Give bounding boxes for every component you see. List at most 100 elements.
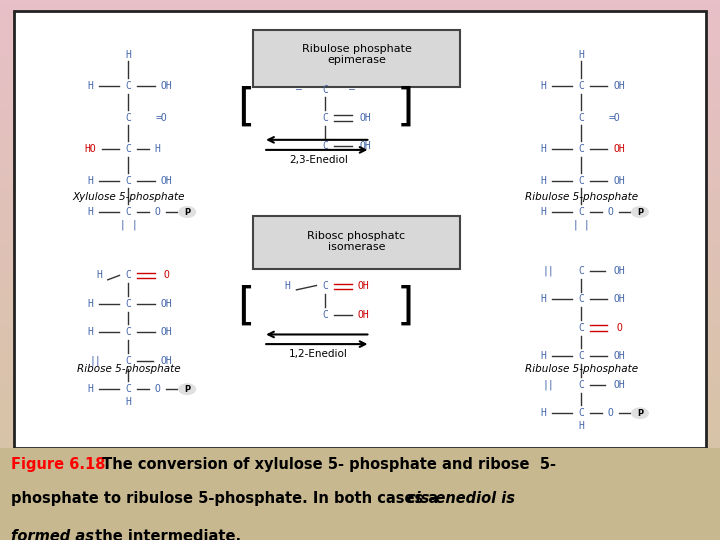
Text: Ribulose 5-phosphate: Ribulose 5-phosphate xyxy=(525,192,638,202)
Text: C: C xyxy=(578,207,584,217)
Text: ||: || xyxy=(542,380,554,390)
Text: cis-enediol is: cis-enediol is xyxy=(407,491,515,506)
Text: —: — xyxy=(296,85,302,94)
Text: H: H xyxy=(540,176,546,186)
Text: H: H xyxy=(88,176,94,186)
Text: Ribulose 5-phosphate: Ribulose 5-phosphate xyxy=(525,363,638,374)
Text: phosphate to ribulose 5-phosphate. In both cases a: phosphate to ribulose 5-phosphate. In bo… xyxy=(11,491,444,506)
Text: Ribose 5-phosphate: Ribose 5-phosphate xyxy=(76,363,180,374)
Text: H: H xyxy=(540,144,546,154)
Text: O: O xyxy=(607,207,613,217)
Text: C: C xyxy=(578,408,584,418)
Text: |: | xyxy=(121,219,125,230)
Text: The conversion of xylulose 5- phosphate and ribose  5-: The conversion of xylulose 5- phosphate … xyxy=(97,457,557,472)
Text: H: H xyxy=(540,207,546,217)
Text: C: C xyxy=(578,176,584,186)
Text: OH: OH xyxy=(360,141,372,151)
Text: C: C xyxy=(578,352,584,361)
Text: H: H xyxy=(88,207,94,217)
Text: [: [ xyxy=(238,85,255,129)
Text: the intermediate.: the intermediate. xyxy=(90,529,241,540)
Text: OH: OH xyxy=(161,299,172,309)
Text: C: C xyxy=(125,271,131,280)
Text: ]: ] xyxy=(396,85,413,129)
Text: C: C xyxy=(323,113,328,123)
Text: OH: OH xyxy=(613,176,625,186)
FancyBboxPatch shape xyxy=(253,217,460,269)
Text: C: C xyxy=(323,310,328,320)
Text: |: | xyxy=(574,219,577,230)
Text: OH: OH xyxy=(161,327,172,338)
Text: —: — xyxy=(348,85,355,94)
Text: C: C xyxy=(578,380,584,390)
Text: =O: =O xyxy=(156,112,168,123)
Text: 1,2-Enediol: 1,2-Enediol xyxy=(289,349,348,359)
Text: C: C xyxy=(125,144,131,154)
Text: C: C xyxy=(125,176,131,186)
Text: Ribulose phosphate
epimerase: Ribulose phosphate epimerase xyxy=(302,44,412,65)
Text: H: H xyxy=(88,81,94,91)
Text: C: C xyxy=(125,207,131,217)
Text: H: H xyxy=(540,408,546,418)
Circle shape xyxy=(631,207,648,217)
Text: H: H xyxy=(125,397,131,407)
Text: HO: HO xyxy=(84,144,96,154)
Text: OH: OH xyxy=(358,310,369,320)
Text: H: H xyxy=(540,352,546,361)
Text: OH: OH xyxy=(613,81,625,91)
Text: ||: || xyxy=(89,355,101,366)
Text: P: P xyxy=(184,207,190,217)
Circle shape xyxy=(179,384,196,394)
Text: OH: OH xyxy=(613,266,625,276)
Text: OH: OH xyxy=(161,176,172,186)
Text: C: C xyxy=(125,384,131,394)
Text: C: C xyxy=(578,323,584,333)
Text: H: H xyxy=(96,271,102,280)
Bar xyxy=(0,448,720,540)
Text: H: H xyxy=(284,281,290,292)
Text: C: C xyxy=(125,327,131,338)
Bar xyxy=(14,11,706,448)
Text: C: C xyxy=(125,112,131,123)
Text: |: | xyxy=(132,219,136,230)
Text: C: C xyxy=(323,281,328,292)
Text: O: O xyxy=(163,271,169,280)
Text: H: H xyxy=(578,421,584,431)
Text: Figure 6.18: Figure 6.18 xyxy=(11,457,105,472)
Text: P: P xyxy=(637,409,643,418)
Text: P: P xyxy=(637,207,643,217)
Text: C: C xyxy=(125,299,131,309)
Circle shape xyxy=(631,408,648,418)
Text: H: H xyxy=(155,144,161,154)
Text: P: P xyxy=(184,384,190,394)
Text: H: H xyxy=(125,50,131,59)
Text: C: C xyxy=(578,81,584,91)
Text: C: C xyxy=(578,266,584,276)
Text: Ribosc phosphatc
isomerase: Ribosc phosphatc isomerase xyxy=(307,231,405,252)
Text: H: H xyxy=(88,384,94,394)
Text: C: C xyxy=(578,112,584,123)
Text: O: O xyxy=(155,207,161,217)
Text: OH: OH xyxy=(613,380,625,390)
Text: C: C xyxy=(125,81,131,91)
Text: C: C xyxy=(578,294,584,305)
Text: H: H xyxy=(88,299,94,309)
Text: |: | xyxy=(585,219,588,230)
Text: [: [ xyxy=(238,285,255,328)
Text: OH: OH xyxy=(358,281,369,292)
Text: Xylulose 5-phosphate: Xylulose 5-phosphate xyxy=(72,192,185,202)
Text: O: O xyxy=(155,384,161,394)
Text: OH: OH xyxy=(613,294,625,305)
Text: H: H xyxy=(540,294,546,305)
Text: OH: OH xyxy=(613,352,625,361)
Text: O: O xyxy=(616,323,622,333)
Text: OH: OH xyxy=(360,113,372,123)
FancyBboxPatch shape xyxy=(253,30,460,87)
Text: C: C xyxy=(125,356,131,366)
Text: formed as: formed as xyxy=(11,529,94,540)
Text: =O: =O xyxy=(608,112,620,123)
Text: 2,3-Enediol: 2,3-Enediol xyxy=(289,154,348,165)
Text: C: C xyxy=(323,85,328,94)
Text: OH: OH xyxy=(161,81,172,91)
Text: H: H xyxy=(88,327,94,338)
